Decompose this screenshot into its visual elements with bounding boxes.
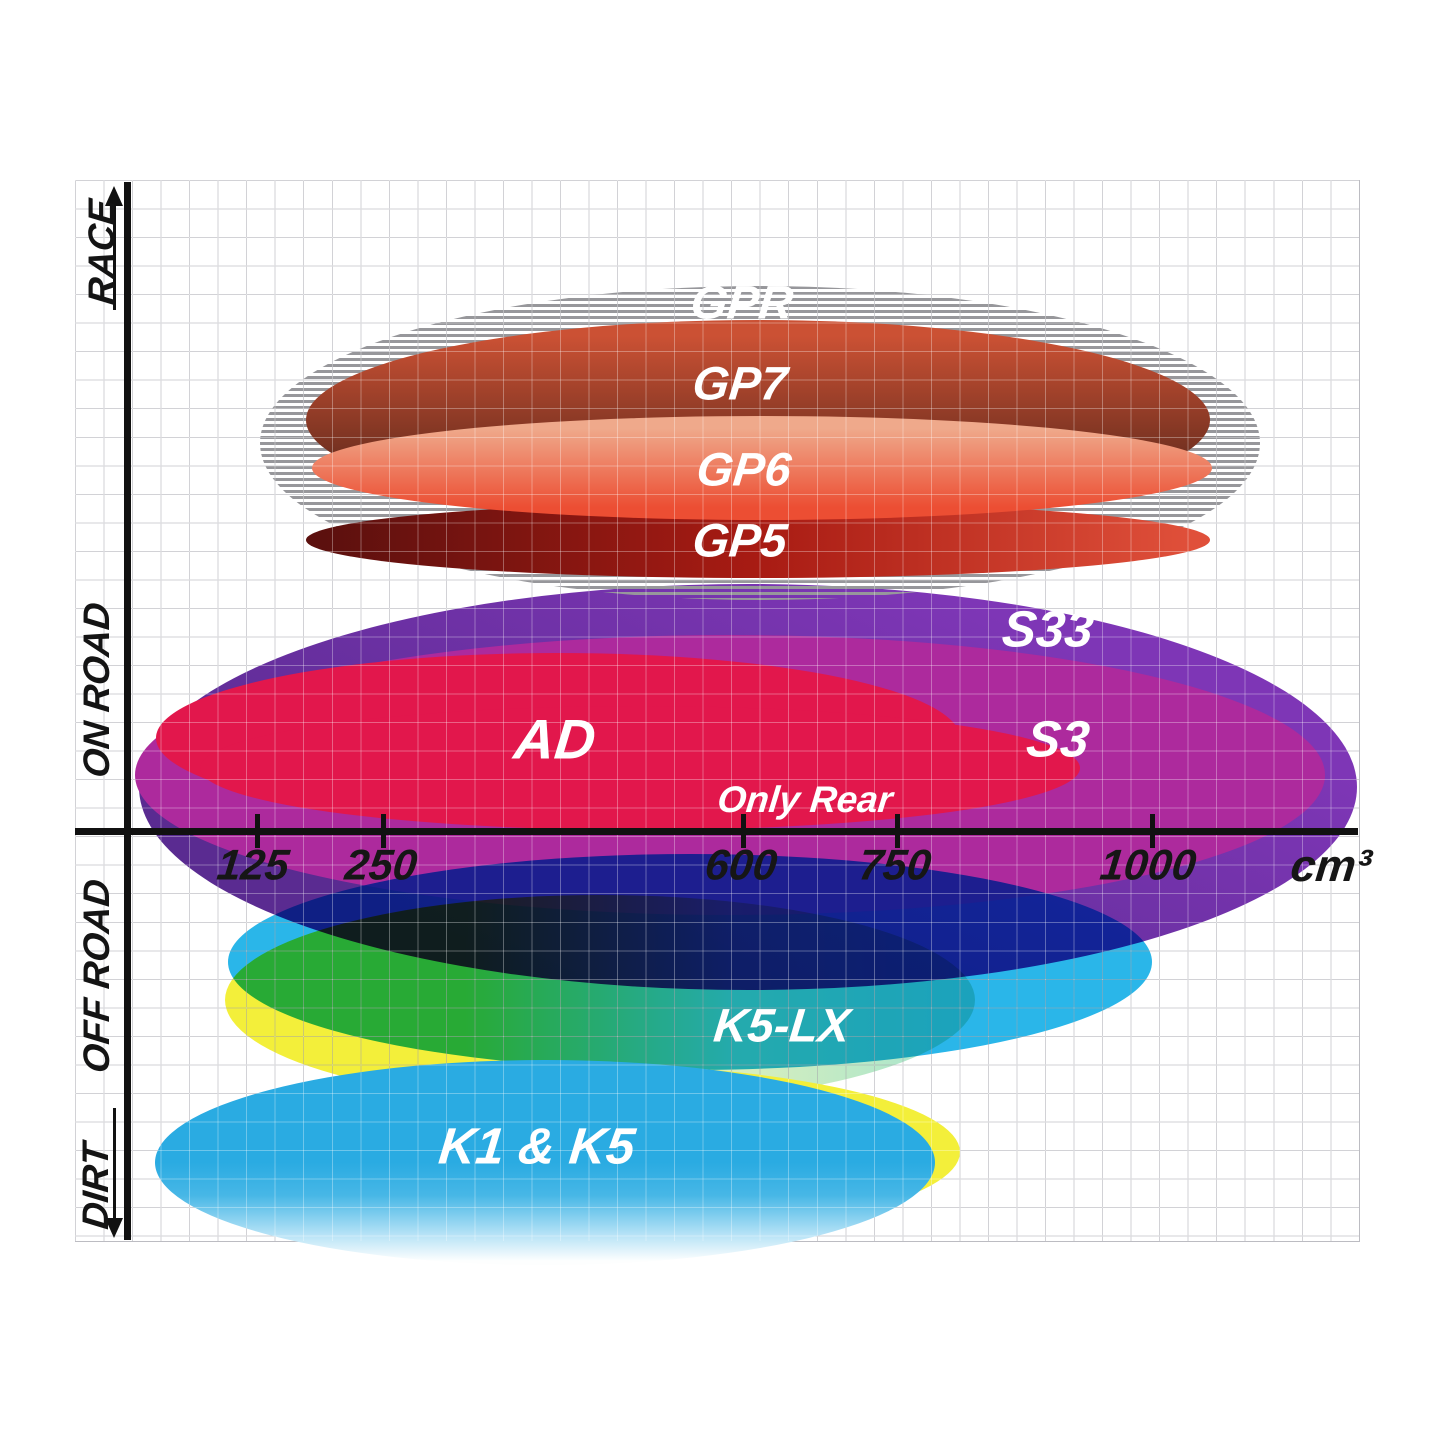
dirt-arrow-down-head-icon bbox=[105, 1218, 123, 1238]
dirt-arrow-down-icon bbox=[113, 1108, 116, 1220]
gp6-label: GP6 bbox=[694, 442, 794, 496]
only-rear-label: Only Rear bbox=[715, 779, 895, 820]
zone-label-off-road: OFF ROAD bbox=[76, 877, 117, 1075]
x-tick-label-1000: 1000 bbox=[1097, 841, 1199, 890]
race-arrow-up-head-icon bbox=[105, 186, 123, 206]
x-tick-label-125: 125 bbox=[214, 841, 292, 890]
k1-k5-ellipse bbox=[155, 1060, 935, 1265]
k5lx-label: K5-LX bbox=[711, 998, 853, 1052]
race-arrow-up-icon bbox=[113, 204, 116, 310]
x-axis-unit-label: cm³ bbox=[1288, 840, 1374, 891]
y-axis-line bbox=[124, 182, 131, 1240]
ad-only-rear-lobe bbox=[200, 706, 1080, 830]
zone-label-dirt: DIRT bbox=[75, 1140, 116, 1231]
gpr-label: GPR bbox=[688, 275, 796, 329]
gp7-label: GP7 bbox=[690, 356, 790, 410]
x-tick-125 bbox=[255, 814, 260, 848]
gp5-label: GP5 bbox=[690, 513, 790, 567]
ad-label: AD bbox=[511, 707, 599, 771]
s3-label: S3 bbox=[1023, 710, 1093, 768]
gp6-ellipse bbox=[312, 416, 1212, 520]
s33-label: S33 bbox=[999, 600, 1097, 658]
zone-label-on-road: ON ROAD bbox=[76, 600, 117, 780]
x-tick-label-750: 750 bbox=[856, 841, 934, 890]
x-tick-1000 bbox=[1150, 814, 1155, 848]
x-tick-250 bbox=[381, 814, 386, 848]
x-tick-750 bbox=[895, 814, 900, 848]
zone-label-race: RACE bbox=[81, 197, 122, 307]
x-tick-600 bbox=[741, 814, 746, 848]
x-axis-line bbox=[75, 828, 1358, 835]
k1-k5-label: K1 & K5 bbox=[436, 1117, 638, 1175]
x-tick-label-250: 250 bbox=[342, 841, 420, 890]
x-tick-label-600: 600 bbox=[702, 841, 780, 890]
